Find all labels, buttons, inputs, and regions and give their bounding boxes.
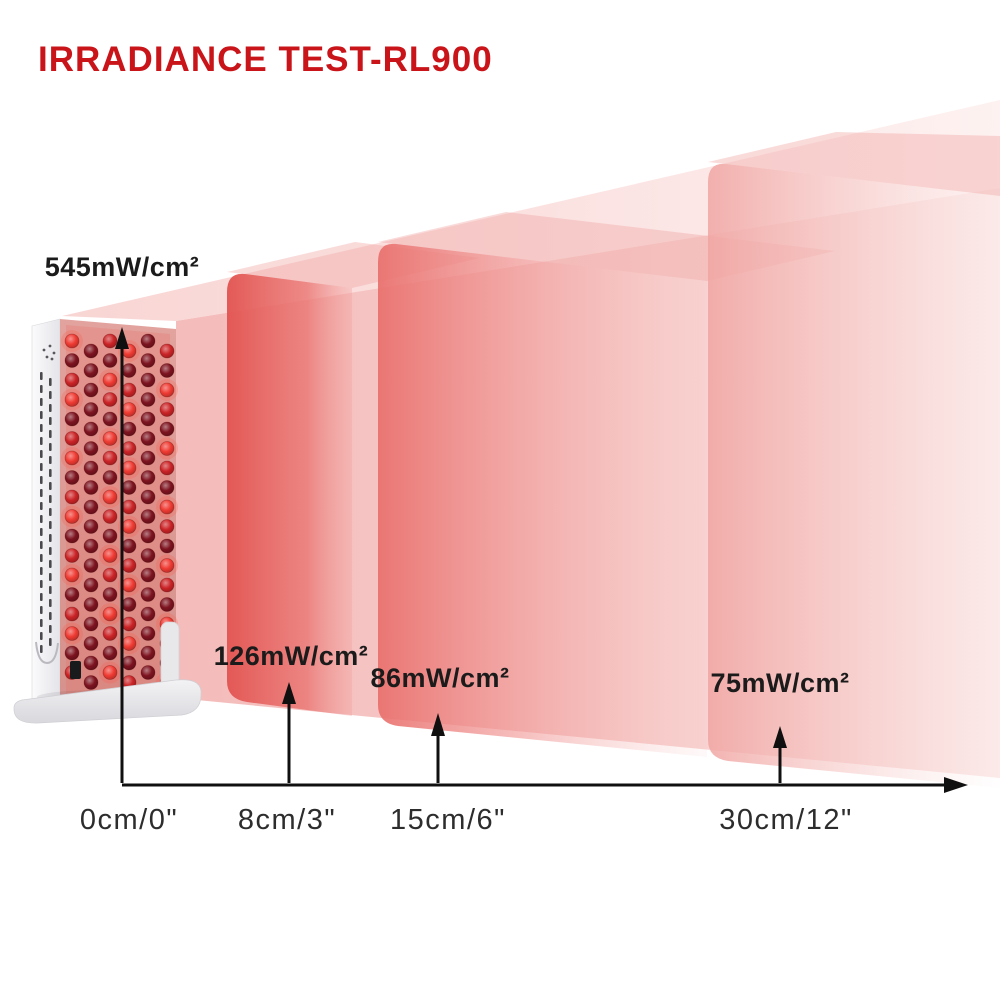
arrow-8cm-head xyxy=(282,682,296,704)
distance-axis xyxy=(122,777,968,793)
beam-slab-8cm xyxy=(227,273,352,716)
device-led-grid xyxy=(61,330,178,694)
beam-slab-30cm xyxy=(708,163,1000,788)
value-label-30cm: 75mW/cm² xyxy=(710,668,850,698)
arrow-15cm-head xyxy=(431,713,445,736)
value-label-0cm: 545mW/cm² xyxy=(44,252,200,282)
beam-slab-15cm xyxy=(378,243,707,757)
device-power-switch xyxy=(70,661,81,679)
distance-label-15cm: 15cm/6" xyxy=(390,804,506,836)
page-title: IRRADIANCE TEST-RL900 xyxy=(38,40,493,79)
therapy-panel-device xyxy=(13,318,202,724)
value-label-15cm: 86mW/cm² xyxy=(370,663,510,693)
beam-top-face xyxy=(62,100,1000,321)
value-label-8cm: 126mW/cm² xyxy=(213,641,369,671)
measurement-arrows xyxy=(115,327,787,783)
distance-label-30cm: 30cm/12" xyxy=(719,804,853,836)
device-vent-slots xyxy=(40,344,56,653)
device-base xyxy=(13,679,202,724)
arrow-0cm-head xyxy=(115,327,129,349)
light-beam xyxy=(62,100,1000,788)
device-handle-notch xyxy=(35,641,59,665)
arrow-30cm-head xyxy=(773,726,787,748)
distance-label-8cm: 8cm/3" xyxy=(237,804,337,836)
distance-label-0cm: 0cm/0" xyxy=(79,804,179,836)
axis-arrowhead xyxy=(944,777,968,793)
beam-slab-top-30cm xyxy=(708,132,1000,196)
